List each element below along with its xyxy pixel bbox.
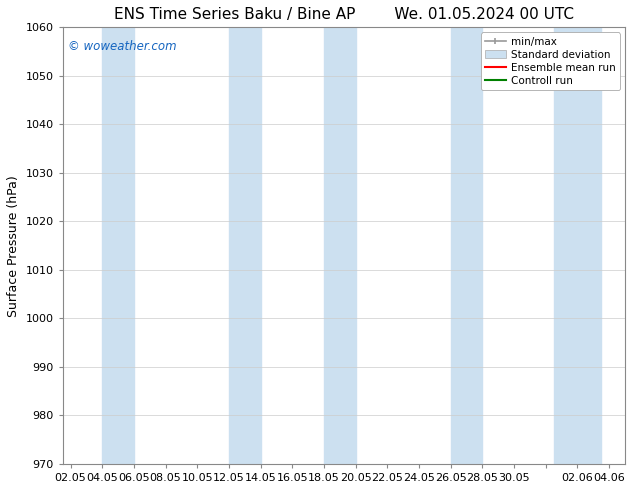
- Bar: [553, 27, 601, 464]
- Bar: [229, 27, 261, 464]
- Legend: min/max, Standard deviation, Ensemble mean run, Controll run: min/max, Standard deviation, Ensemble me…: [481, 32, 620, 90]
- Y-axis label: Surface Pressure (hPa): Surface Pressure (hPa): [7, 175, 20, 317]
- Bar: [102, 27, 134, 464]
- Text: © woweather.com: © woweather.com: [68, 40, 177, 53]
- Title: ENS Time Series Baku / Bine AP        We. 01.05.2024 00 UTC: ENS Time Series Baku / Bine AP We. 01.05…: [114, 7, 574, 22]
- Bar: [451, 27, 482, 464]
- Bar: [324, 27, 356, 464]
